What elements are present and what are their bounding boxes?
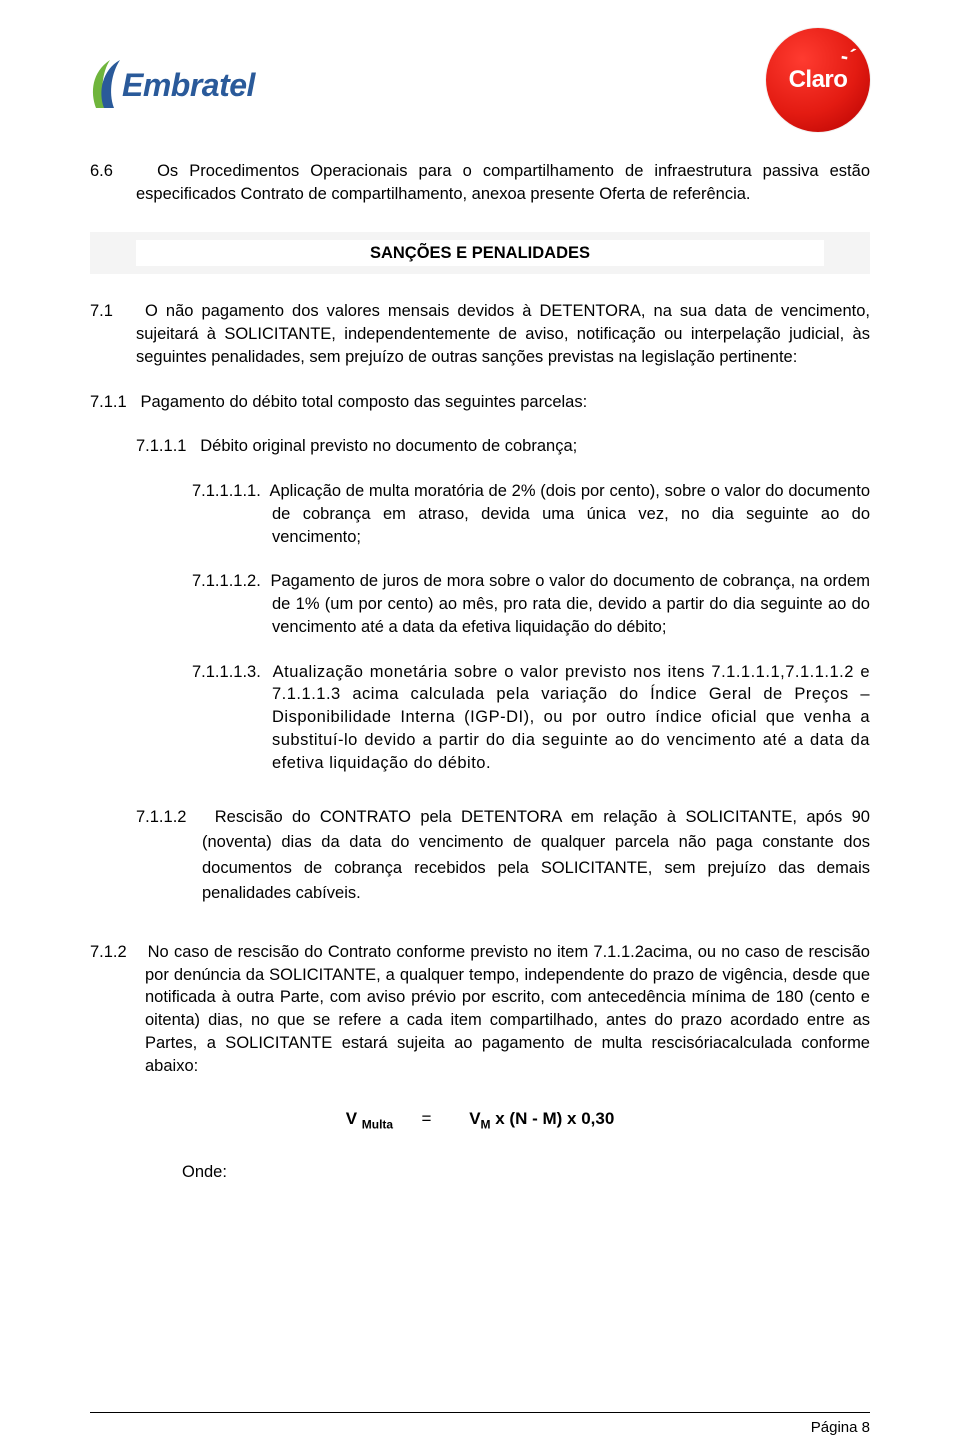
clause-number: 7.1.2 bbox=[90, 943, 127, 961]
clause-7-1-1-1-3: 7.1.1.1.3. Atualização monetária sobre o… bbox=[192, 661, 870, 775]
clause-number: 7.1.1.1 bbox=[136, 437, 186, 455]
formula-rhs-var: V bbox=[469, 1109, 480, 1128]
formula-lhs-var: V bbox=[346, 1109, 357, 1128]
clause-text: Aplicação de multa moratória de 2% (dois… bbox=[269, 482, 870, 546]
clause-7-1-1-1-1: 7.1.1.1.1. Aplicação de multa moratória … bbox=[192, 480, 870, 548]
clause-number: 7.1.1.2 bbox=[136, 808, 186, 826]
claro-logo: Claro -´ bbox=[766, 28, 870, 132]
clause-number: 7.1.1.1.2. bbox=[192, 572, 261, 590]
clause-number: 7.1.1.1.1. bbox=[192, 482, 261, 500]
claro-accent-icon: -´ bbox=[839, 41, 859, 73]
clause-7-1: 7.1 O não pagamento dos valores mensais … bbox=[90, 300, 870, 368]
formula-eq: = bbox=[421, 1109, 431, 1128]
clause-text: Pagamento de juros de mora sobre o valor… bbox=[271, 572, 871, 636]
clause-text: O não pagamento dos valores mensais devi… bbox=[136, 302, 870, 366]
clause-number: 7.1.1 bbox=[90, 393, 127, 411]
formula-lhs-sub: Multa bbox=[362, 1118, 393, 1132]
clause-7-1-1-1: 7.1.1.1 Débito original previsto no docu… bbox=[136, 435, 870, 458]
section-band: SANÇÕES E PENALIDADES bbox=[90, 232, 870, 275]
formula: V Multa = VM x (N - M) x 0,30 bbox=[90, 1107, 870, 1133]
clause-number: 6.6 bbox=[90, 162, 113, 180]
clause-text: Atualização monetária sobre o valor prev… bbox=[272, 663, 870, 772]
document-page: Embratel Claro -´ 6.6 Os Procedimentos O… bbox=[0, 0, 960, 1453]
clause-text: No caso de rescisão do Contrato conforme… bbox=[145, 943, 870, 1075]
clause-6-6: 6.6 Os Procedimentos Operacionais para o… bbox=[90, 160, 870, 206]
formula-rhs-tail: x (N - M) x 0,30 bbox=[491, 1109, 615, 1128]
footer-divider bbox=[90, 1412, 870, 1413]
embratel-logo: Embratel bbox=[90, 58, 255, 112]
header: Embratel Claro -´ bbox=[90, 28, 870, 132]
clause-number: 7.1.1.1.3. bbox=[192, 663, 261, 681]
clause-text: Rescisão do CONTRATO pela DETENTORA em r… bbox=[202, 808, 870, 903]
clause-7-1-1: 7.1.1 Pagamento do débito total composto… bbox=[90, 391, 870, 414]
onde-label: Onde: bbox=[182, 1161, 870, 1184]
clause-number: 7.1 bbox=[90, 302, 113, 320]
embratel-swoosh-icon bbox=[90, 58, 126, 112]
formula-rhs-sub: M bbox=[481, 1118, 491, 1132]
clause-text: Débito original previsto no documento de… bbox=[200, 437, 577, 455]
embratel-logo-text: Embratel bbox=[122, 63, 255, 107]
page-number: Página 8 bbox=[811, 1418, 870, 1439]
clause-text: Pagamento do débito total composto das s… bbox=[140, 393, 587, 411]
clause-7-1-1-1-2: 7.1.1.1.2. Pagamento de juros de mora so… bbox=[192, 570, 870, 638]
clause-7-1-1-2: 7.1.1.2 Rescisão do CONTRATO pela DETENT… bbox=[136, 805, 870, 907]
clause-text: Os Procedimentos Operacionais para o com… bbox=[136, 162, 870, 203]
clause-7-1-2: 7.1.2 No caso de rescisão do Contrato co… bbox=[90, 941, 870, 1078]
section-title: SANÇÕES E PENALIDADES bbox=[136, 240, 824, 267]
